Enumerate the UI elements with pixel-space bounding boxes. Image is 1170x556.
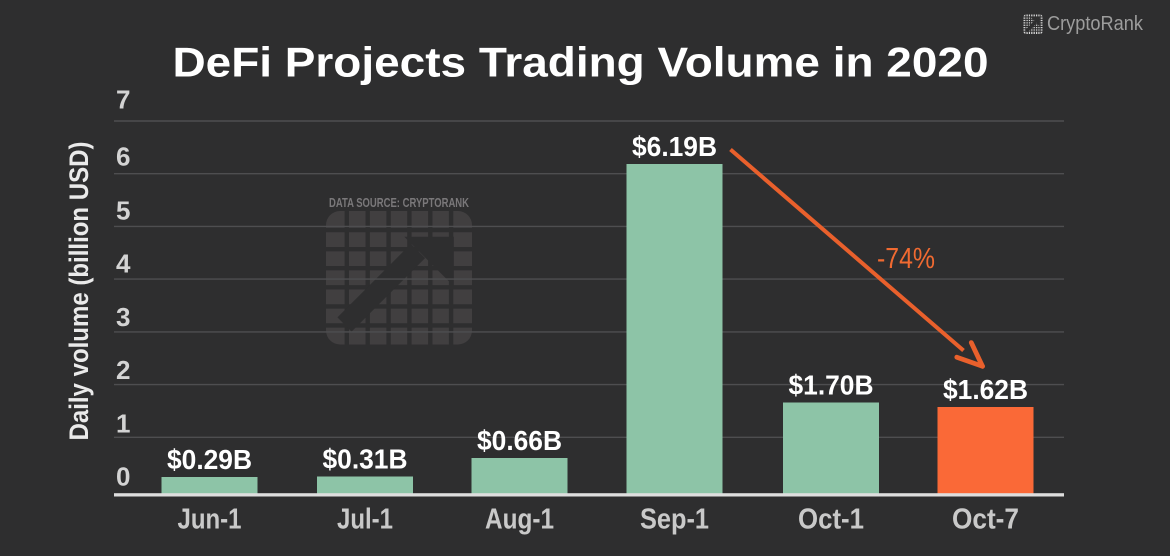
svg-text:Oct-7: Oct-7 — [952, 504, 1019, 536]
svg-text:2: 2 — [116, 355, 130, 385]
svg-text:DeFi Projects Trading Volume i: DeFi Projects Trading Volume in 2020 — [173, 39, 989, 86]
svg-text:$0.31B: $0.31B — [323, 444, 408, 475]
svg-text:6: 6 — [116, 142, 130, 172]
svg-text:Daily volume (billion USD): Daily volume (billion USD) — [64, 142, 94, 441]
svg-text:$1.62B: $1.62B — [943, 374, 1028, 405]
svg-text:3: 3 — [116, 302, 130, 332]
svg-text:1: 1 — [116, 408, 130, 438]
svg-text:5: 5 — [116, 196, 130, 226]
svg-text:DATA SOURCE: CRYPTORANK: DATA SOURCE: CRYPTORANK — [329, 195, 469, 210]
svg-text:0: 0 — [116, 462, 130, 492]
svg-text:-74%: -74% — [877, 243, 935, 275]
svg-text:Sep-1: Sep-1 — [640, 504, 709, 536]
svg-text:$6.19B: $6.19B — [632, 131, 717, 162]
svg-text:CryptoRank: CryptoRank — [1047, 13, 1144, 35]
svg-text:4: 4 — [116, 249, 131, 279]
svg-text:Oct-1: Oct-1 — [798, 504, 864, 536]
svg-text:$0.29B: $0.29B — [167, 444, 252, 475]
svg-text:$0.66B: $0.66B — [477, 425, 562, 456]
svg-text:$1.70B: $1.70B — [789, 370, 874, 401]
svg-text:Jun-1: Jun-1 — [178, 504, 242, 536]
svg-text:Aug-1: Aug-1 — [485, 504, 554, 536]
svg-text:7: 7 — [116, 85, 130, 115]
svg-text:Jul-1: Jul-1 — [337, 504, 393, 536]
